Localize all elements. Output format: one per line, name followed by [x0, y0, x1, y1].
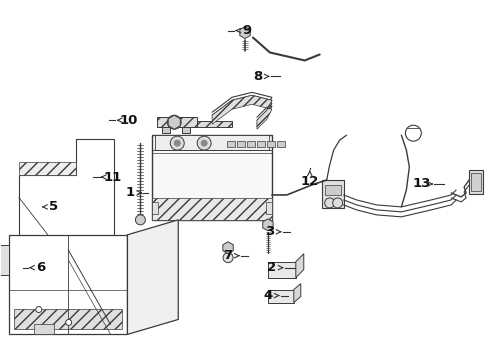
Polygon shape	[0, 245, 9, 275]
Bar	[470, 173, 480, 191]
Circle shape	[242, 30, 247, 36]
Bar	[152, 198, 271, 220]
Bar	[237, 141, 244, 147]
Circle shape	[405, 125, 421, 141]
Text: 3: 3	[264, 225, 274, 238]
Bar	[246, 141, 254, 147]
Text: 11: 11	[103, 171, 122, 184]
Polygon shape	[197, 121, 232, 127]
Text: 2: 2	[267, 261, 276, 274]
Bar	[266, 141, 274, 147]
Polygon shape	[293, 284, 300, 302]
Bar	[226, 141, 235, 147]
Text: 13: 13	[411, 177, 429, 190]
Circle shape	[36, 306, 41, 312]
Circle shape	[171, 119, 177, 125]
Bar	[324, 185, 340, 195]
Circle shape	[224, 245, 230, 251]
Bar	[276, 141, 285, 147]
Circle shape	[135, 215, 145, 225]
Polygon shape	[267, 289, 293, 302]
Bar	[468, 170, 482, 194]
Text: 6: 6	[36, 261, 45, 274]
Polygon shape	[127, 220, 178, 334]
Text: 1: 1	[125, 186, 135, 199]
Polygon shape	[182, 127, 190, 133]
Bar	[152, 135, 271, 220]
Polygon shape	[267, 262, 295, 278]
Polygon shape	[14, 310, 122, 329]
Polygon shape	[9, 235, 127, 334]
Bar	[256, 141, 264, 147]
Circle shape	[332, 198, 342, 208]
Circle shape	[167, 115, 181, 129]
Polygon shape	[162, 127, 170, 133]
Circle shape	[65, 319, 72, 325]
Polygon shape	[295, 254, 303, 278]
Text: 8: 8	[253, 70, 262, 83]
Circle shape	[324, 198, 334, 208]
Bar	[265, 202, 271, 214]
Circle shape	[174, 140, 180, 146]
Text: 9: 9	[242, 24, 251, 37]
Text: 12: 12	[300, 175, 318, 189]
Circle shape	[201, 140, 207, 146]
Text: 7: 7	[223, 249, 232, 262]
Text: 4: 4	[263, 289, 272, 302]
Bar	[34, 324, 54, 334]
Circle shape	[197, 136, 211, 150]
Polygon shape	[19, 162, 76, 175]
Circle shape	[170, 136, 184, 150]
Polygon shape	[19, 139, 113, 265]
Circle shape	[223, 253, 233, 263]
Polygon shape	[212, 95, 271, 129]
Text: 5: 5	[49, 201, 58, 213]
Bar	[155, 135, 268, 150]
Bar	[321, 180, 343, 208]
Text: 10: 10	[119, 114, 137, 127]
Polygon shape	[157, 117, 197, 127]
Bar	[152, 202, 158, 214]
